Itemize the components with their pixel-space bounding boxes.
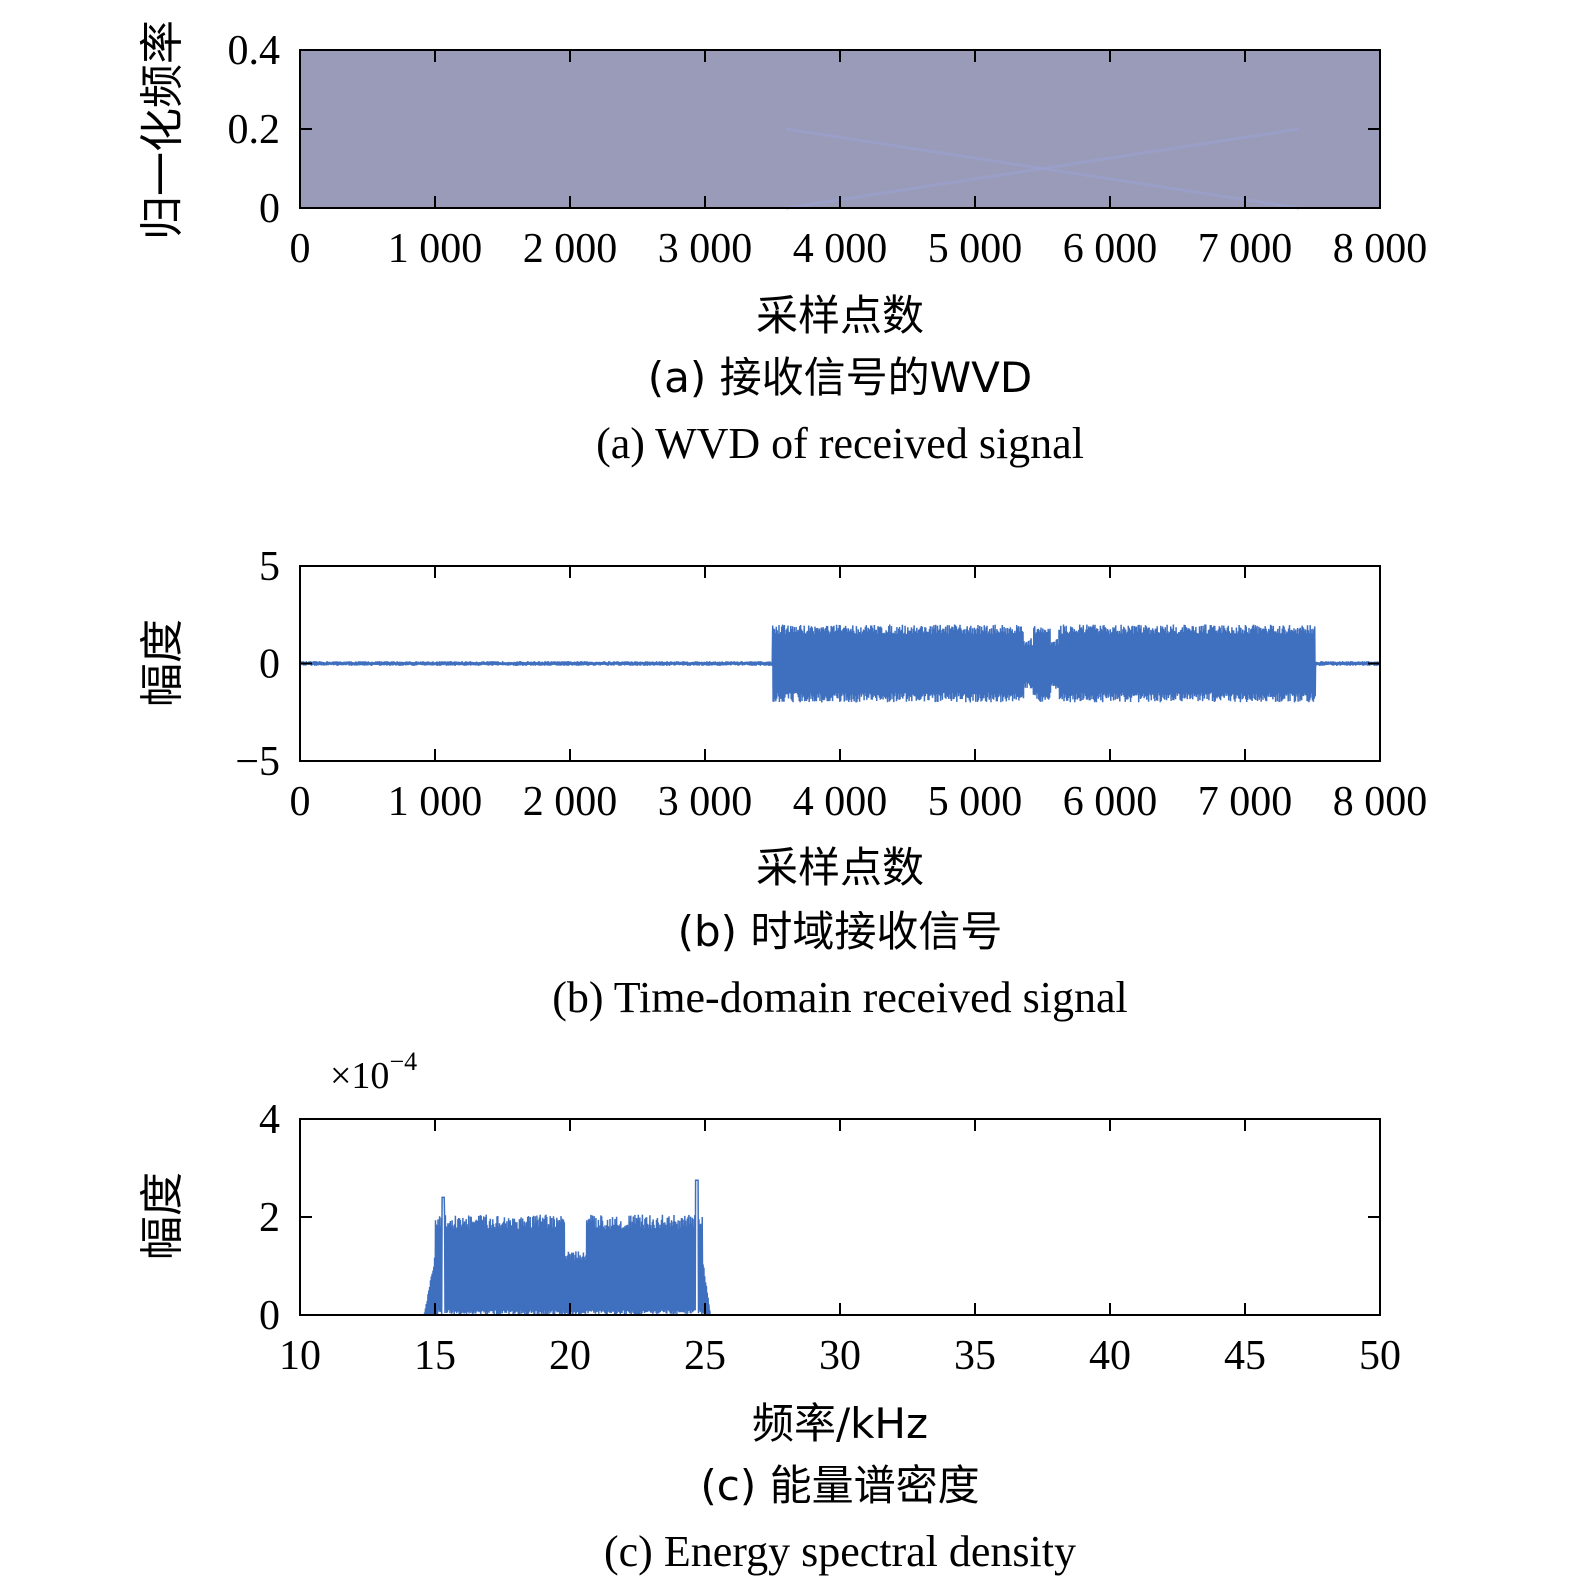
xtick-label: 45 xyxy=(1224,1333,1266,1379)
ytick-label: 5 xyxy=(259,544,280,590)
xtick-label: 6 000 xyxy=(1063,779,1158,825)
scale-base: ×10 xyxy=(330,1055,389,1097)
xtick-label: 8 000 xyxy=(1333,226,1428,272)
xtick-label: 20 xyxy=(549,1333,591,1379)
scale-exponent: −4 xyxy=(389,1047,417,1076)
scale-multiplier: ×10−4 xyxy=(330,1047,417,1097)
ylabel-c: 幅度 xyxy=(137,1172,188,1260)
caption-en-b: (b) Time-domain received signal xyxy=(552,973,1128,1022)
xtick-label: 7 000 xyxy=(1198,226,1293,272)
xtick-label: 3 000 xyxy=(658,779,753,825)
xtick-label: 0 xyxy=(290,779,311,825)
xtick-label: 35 xyxy=(954,1333,996,1379)
ylabel-b: 幅度 xyxy=(137,619,188,707)
caption-en-c: (c) Energy spectral density xyxy=(604,1527,1076,1576)
xtick-label: 7 000 xyxy=(1198,779,1293,825)
ytick-label: 0 xyxy=(259,186,280,232)
caption-cn-b: (b) 时域接收信号 xyxy=(678,907,1003,956)
time-signal-line xyxy=(299,624,1381,703)
spectrum-line xyxy=(300,1179,1380,1316)
ticks-b: 0 1 000 2 000 3 000 4 000 5 000 6 000 7 000 8 00… xyxy=(235,544,1427,825)
caption-cn-a: (a) 接收信号的WVD xyxy=(648,353,1032,402)
xtick-label: 0 xyxy=(290,226,311,272)
wvd-ridge xyxy=(785,127,1300,210)
ytick-label: 0.4 xyxy=(228,28,281,74)
xtick-label: 15 xyxy=(414,1333,456,1379)
ylabel-a: 归一化频率 xyxy=(137,20,188,240)
caption-cn-c: (c) 能量谱密度 xyxy=(700,1461,979,1510)
xtick-label: 5 000 xyxy=(928,779,1023,825)
xtick-label: 50 xyxy=(1359,1333,1401,1379)
caption-en-a: (a) WVD of received signal xyxy=(596,419,1084,468)
ticks-a: 0 1 000 2 000 3 000 4 000 5 000 6 000 7 000 8 00… xyxy=(228,28,1428,272)
ytick-label: 2 xyxy=(259,1195,280,1241)
xtick-label: 4 000 xyxy=(793,779,888,825)
xlabel-b: 采样点数 xyxy=(756,843,924,892)
xtick-label: 8 000 xyxy=(1333,779,1428,825)
xtick-label: 2 000 xyxy=(523,226,618,272)
xtick-label: 2 000 xyxy=(523,779,618,825)
xtick-label: 25 xyxy=(684,1333,726,1379)
xtick-label: 1 000 xyxy=(388,226,483,272)
ytick-label: 0 xyxy=(259,1293,280,1339)
xlabel-a: 采样点数 xyxy=(756,291,924,340)
xtick-label: 3 000 xyxy=(658,226,753,272)
xtick-label: 1 000 xyxy=(388,779,483,825)
panel-b-time-signal: 0 1 000 2 000 3 000 4 000 5 000 6 000 7 000 8 00… xyxy=(137,544,1427,1022)
ticks-c: 10 15 20 25 30 35 40 45 50 0 2 4 xyxy=(259,1097,1401,1379)
ytick-label: 4 xyxy=(259,1097,280,1143)
xtick-label: 40 xyxy=(1089,1333,1131,1379)
ytick-label: 0.2 xyxy=(228,107,281,153)
ytick-label: −5 xyxy=(235,739,280,785)
xtick-label: 6 000 xyxy=(1063,226,1158,272)
xtick-label: 10 xyxy=(279,1333,321,1379)
panel-a-wvd: 0 1 000 2 000 3 000 4 000 5 000 6 000 7 000 8 00… xyxy=(137,20,1427,468)
xlabel-c: 频率/kHz xyxy=(752,1399,928,1448)
xtick-label: 4 000 xyxy=(793,226,888,272)
ytick-label: 0 xyxy=(259,642,280,688)
panel-c-spectrum: 10 15 20 25 30 35 40 45 50 0 2 4 ×10−4 频率/kHz 幅度 (c… xyxy=(137,1047,1401,1576)
wvd-ridges xyxy=(785,127,1300,210)
xtick-label: 5 000 xyxy=(928,226,1023,272)
wvd-heatmap xyxy=(300,50,1380,208)
xtick-label: 30 xyxy=(819,1333,861,1379)
